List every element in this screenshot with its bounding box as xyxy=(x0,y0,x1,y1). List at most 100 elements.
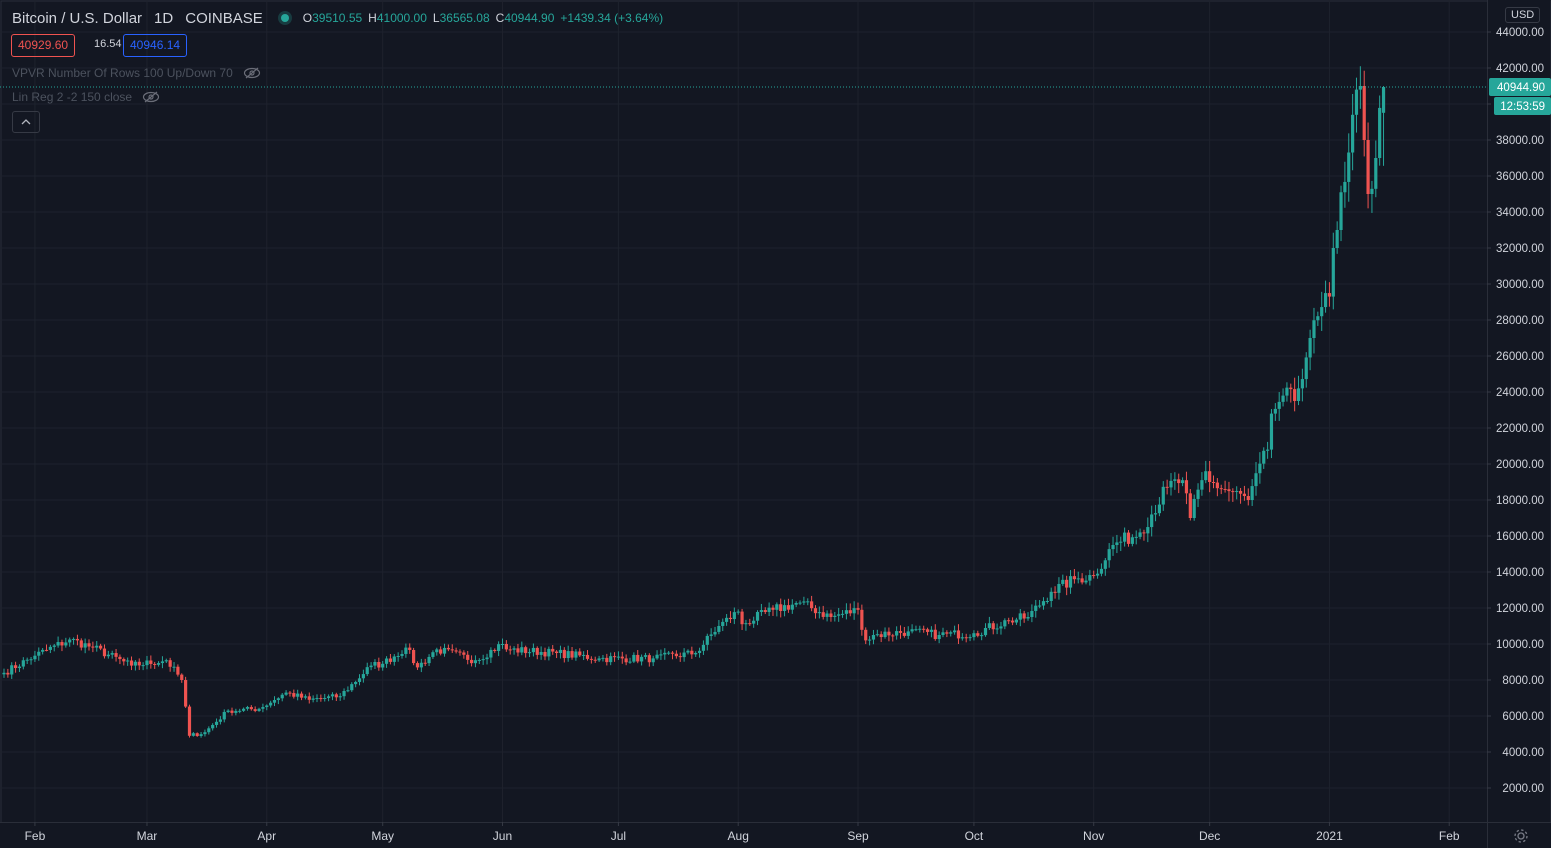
candle-body xyxy=(230,710,234,713)
candle-body xyxy=(226,710,230,712)
candle-body xyxy=(323,697,327,699)
candle-body xyxy=(551,648,555,652)
candle-body xyxy=(412,649,416,664)
candle-body xyxy=(593,659,597,661)
candle-body xyxy=(17,666,22,669)
candle-body xyxy=(338,696,342,698)
candle-body xyxy=(1072,576,1076,580)
candle-body xyxy=(1242,493,1247,497)
candle-body xyxy=(381,663,385,668)
candle-body xyxy=(636,654,640,662)
candle-body xyxy=(585,654,590,659)
x-tick-label: Jul xyxy=(611,829,626,843)
candle-body xyxy=(207,728,211,733)
candle-body xyxy=(922,628,926,630)
eye-hidden-icon[interactable] xyxy=(142,91,160,103)
candle-body xyxy=(1262,450,1266,464)
buy-price-button[interactable]: 40946.14 xyxy=(123,34,188,57)
candle-body xyxy=(1076,578,1080,580)
candle-body xyxy=(972,633,976,638)
candle-body xyxy=(1238,490,1243,494)
interval-label[interactable]: 1D xyxy=(154,9,174,27)
candle-body xyxy=(1351,114,1355,153)
candle-body xyxy=(60,642,64,646)
candle-body xyxy=(667,652,671,654)
candle-body xyxy=(199,734,203,736)
collapse-indicators-button[interactable] xyxy=(12,111,40,133)
candle-body xyxy=(906,631,910,636)
time-axis-bg xyxy=(0,823,1551,848)
candle-body xyxy=(83,643,87,648)
candle-body xyxy=(949,632,953,634)
gear-icon[interactable] xyxy=(1512,827,1530,845)
candle-body xyxy=(485,657,489,660)
x-tick-label: Oct xyxy=(965,829,984,843)
y-tick-label: 2000.00 xyxy=(1502,783,1544,795)
candle-body xyxy=(1142,532,1146,534)
x-tick-label: Jun xyxy=(493,829,512,843)
indicator-vpvr[interactable]: VPVR Number Of Rows 100 Up/Down 70 xyxy=(12,66,261,80)
candle-body xyxy=(71,638,76,640)
candle-body xyxy=(454,650,458,652)
candle-body xyxy=(682,652,686,658)
candle-body xyxy=(991,623,995,630)
sell-price-button[interactable]: 40929.60 xyxy=(11,34,76,57)
candle-body xyxy=(1065,579,1069,588)
candle-body xyxy=(655,654,659,659)
candle-body xyxy=(477,659,481,661)
candle-body xyxy=(543,651,547,657)
candle-body xyxy=(377,661,381,668)
candle-body xyxy=(1111,545,1115,550)
candle-body xyxy=(1312,320,1316,338)
symbol-title[interactable]: Bitcoin / U.S. Dollar xyxy=(12,9,143,27)
candle-body xyxy=(527,652,532,654)
candle-body xyxy=(1296,388,1301,401)
eye-hidden-icon[interactable] xyxy=(243,67,261,79)
candle-body xyxy=(725,617,729,622)
currency-label[interactable]: USD xyxy=(1505,7,1541,23)
y-tick-label: 18000.00 xyxy=(1496,495,1544,507)
candle-body xyxy=(864,629,868,641)
candle-body xyxy=(605,657,609,663)
candle-body xyxy=(1084,580,1088,583)
candle-body xyxy=(643,655,648,657)
candle-body xyxy=(187,706,192,736)
candle-body xyxy=(87,643,91,647)
candle-body xyxy=(701,644,706,651)
candle-body xyxy=(265,705,269,708)
candle-body xyxy=(663,652,667,655)
candle-body xyxy=(431,652,435,657)
candle-body xyxy=(1057,583,1061,593)
candle-body xyxy=(1103,560,1107,569)
candle-body xyxy=(284,692,288,695)
candle-body xyxy=(775,604,779,610)
candle-body xyxy=(253,709,257,711)
candle-body xyxy=(110,653,114,655)
candle-body xyxy=(1184,480,1189,494)
candle-body xyxy=(1153,513,1158,515)
x-tick-label: Mar xyxy=(137,829,158,843)
candle-body xyxy=(937,635,941,640)
candle-body xyxy=(995,628,999,630)
candle-body xyxy=(114,653,118,657)
candle-body xyxy=(802,601,806,603)
indicator-linreg[interactable]: Lin Reg 2 -2 150 close xyxy=(12,90,160,104)
x-tick-label: 2021 xyxy=(1316,829,1343,843)
candle-body xyxy=(400,653,404,656)
candle-body xyxy=(539,651,543,655)
candle-body xyxy=(234,710,238,713)
candle-body xyxy=(1041,601,1046,606)
candle-body xyxy=(303,696,308,698)
candle-body xyxy=(493,649,497,651)
candle-body xyxy=(976,633,980,636)
candle-body xyxy=(1219,488,1223,490)
x-tick-label: Apr xyxy=(257,829,276,843)
candle-body xyxy=(1200,480,1204,490)
candle-body xyxy=(1092,575,1096,577)
candle-body xyxy=(33,655,37,660)
candle-body xyxy=(736,611,740,613)
candle-body xyxy=(354,681,358,685)
candle-body xyxy=(68,639,72,643)
candle-body xyxy=(678,656,682,658)
